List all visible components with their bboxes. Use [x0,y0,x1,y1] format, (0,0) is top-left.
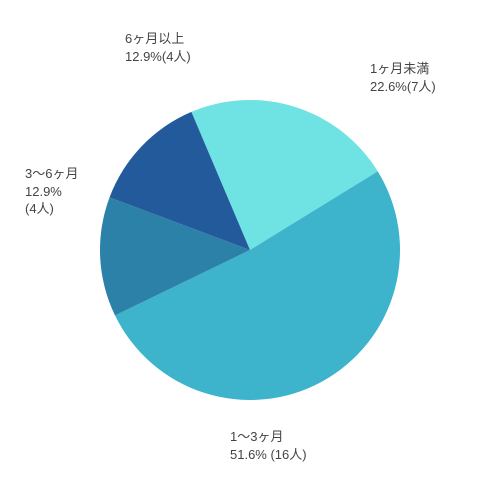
pie-chart: 1ヶ月未満22.6%(7人) 1～3ヶ月51.6% (16人) 3～6ヶ月12.9%… [0,0,500,500]
slice-label-0: 1ヶ月未満22.6%(7人) [370,60,436,95]
slice-label-1: 1～3ヶ月51.6% (16人) [230,428,307,463]
slice-label-2: 3～6ヶ月12.9%(4人) [25,165,78,218]
slice-label-3: 6ヶ月以上12.9%(4人) [125,30,191,65]
